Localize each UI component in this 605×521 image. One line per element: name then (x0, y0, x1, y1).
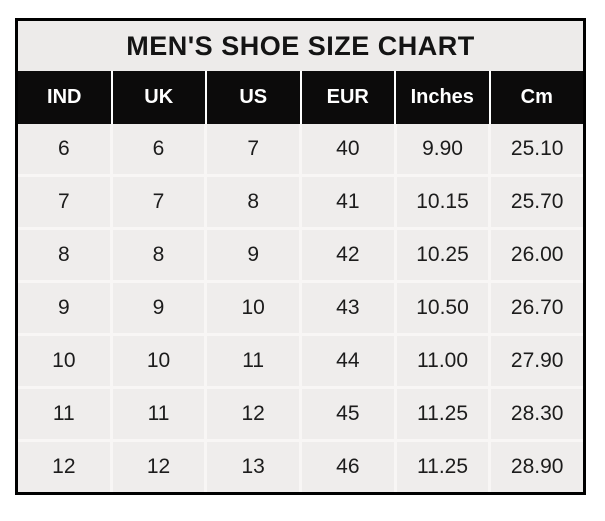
table-cell: 40 (299, 124, 394, 174)
table-cell: 9 (109, 283, 205, 333)
table-cell: 12 (18, 442, 110, 492)
table-cell: 6 (18, 124, 110, 174)
column-header-inches: Inches (394, 71, 489, 124)
table-cell: 8 (18, 230, 110, 280)
table-cell: 26.70 (488, 283, 584, 333)
table-cell: 26.00 (488, 230, 584, 280)
table-row: 12 12 13 46 11.25 28.90 (18, 439, 584, 492)
table-cell: 9.90 (393, 124, 489, 174)
column-header-eur: EUR (299, 71, 395, 124)
table-cell: 42 (299, 230, 394, 280)
table-cell: 7 (204, 124, 300, 174)
column-header-us: US (205, 71, 300, 124)
table-cell: 27.90 (488, 336, 584, 386)
table-cell: 44 (299, 336, 394, 386)
chart-title: MEN'S SHOE SIZE CHART (18, 21, 583, 71)
table-cell: 45 (299, 389, 394, 439)
table-cell: 43 (299, 283, 394, 333)
table-cell: 7 (18, 177, 110, 227)
table-cell: 46 (299, 442, 394, 492)
table-cell: 11 (204, 336, 300, 386)
table-cell: 13 (204, 442, 300, 492)
table-cell: 9 (18, 283, 110, 333)
shoe-size-chart: MEN'S SHOE SIZE CHART IND UK US EUR Inch… (15, 18, 586, 495)
table-cell: 10.25 (393, 230, 489, 280)
table-row: 6 6 7 40 9.90 25.10 (18, 124, 584, 174)
table-row: 10 10 11 44 11.00 27.90 (18, 333, 584, 386)
table-cell: 25.10 (488, 124, 584, 174)
table-cell: 8 (204, 177, 300, 227)
column-header-ind: IND (47, 86, 82, 108)
table-body: 6 6 7 40 9.90 25.10 7 7 8 41 10.15 25.70… (18, 124, 584, 492)
table-cell: 28.30 (488, 389, 584, 439)
table-row: 11 11 12 45 11.25 28.30 (18, 386, 584, 439)
table-cell: 11 (18, 389, 110, 439)
table-cell: 11.25 (393, 389, 489, 439)
table-cell: 9 (204, 230, 300, 280)
column-header-cm: Cm (488, 71, 584, 124)
table-cell: 10 (109, 336, 205, 386)
table-cell: 41 (299, 177, 394, 227)
table-row: 9 9 10 43 10.50 26.70 (18, 280, 584, 333)
table-cell: 8 (109, 230, 205, 280)
table-cell: 10 (204, 283, 300, 333)
table-cell: 12 (204, 389, 300, 439)
table-cell: 10.15 (393, 177, 489, 227)
table-cell: 11 (109, 389, 205, 439)
table-cell: 11.25 (393, 442, 489, 492)
table-row: 8 8 9 42 10.25 26.00 (18, 227, 584, 280)
column-header-uk: UK (110, 71, 206, 124)
table-cell: 25.70 (488, 177, 584, 227)
table-row: 7 7 8 41 10.15 25.70 (18, 174, 584, 227)
table-cell: 12 (109, 442, 205, 492)
table-cell: 28.90 (488, 442, 584, 492)
table-cell: 7 (109, 177, 205, 227)
table-header-row: IND UK US EUR Inches Cm (18, 71, 583, 124)
table-cell: 11.00 (393, 336, 489, 386)
table-cell: 10.50 (393, 283, 489, 333)
table-cell: 10 (18, 336, 110, 386)
table-cell: 6 (109, 124, 205, 174)
